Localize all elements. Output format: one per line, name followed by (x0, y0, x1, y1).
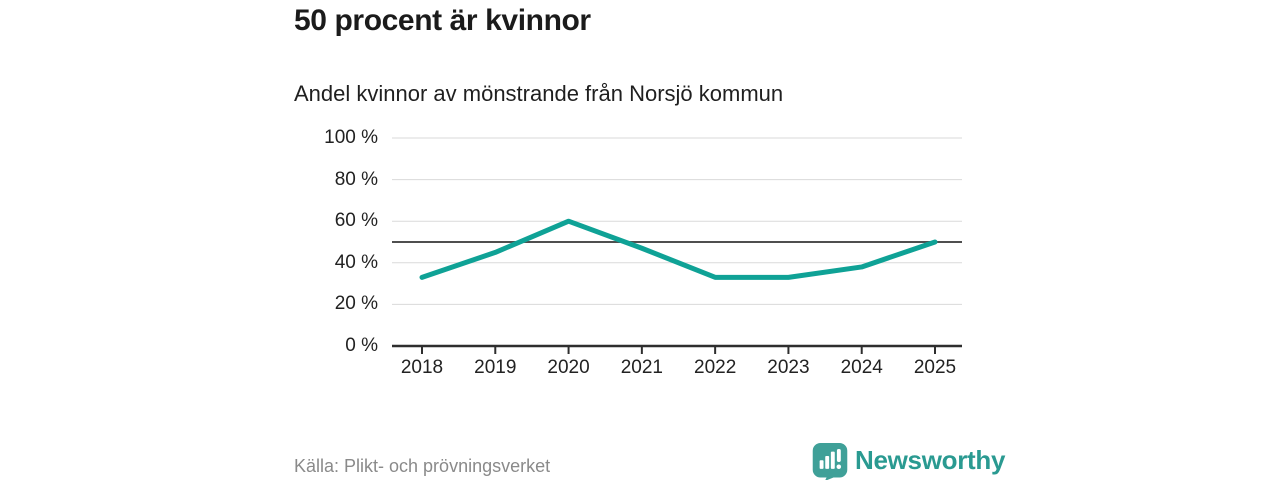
y-tick-label: 80 % (334, 168, 378, 190)
x-tick-label: 2020 (547, 357, 590, 378)
plot-area: 2018 2019 2020 2021 2022 2023 2024 2025 (392, 137, 962, 388)
brand-name: Newsworthy (855, 445, 1006, 475)
chart-title: 50 procent är kvinnor (294, 4, 591, 37)
x-tick-label: 2022 (694, 357, 737, 378)
newsworthy-logo-icon (812, 443, 848, 480)
x-tick-label: 2024 (840, 357, 883, 378)
logo-bubble (812, 443, 848, 480)
x-tick-label: 2019 (474, 357, 517, 378)
series-line (419, 218, 938, 280)
x-tick-label: 2025 (913, 357, 957, 378)
logo-bar-2 (825, 455, 830, 469)
y-tick-label: 20 % (334, 293, 378, 315)
y-tick-label: 40 % (334, 251, 378, 273)
source-caption: Källa: Plikt- och prövningsverket (294, 456, 551, 476)
y-tick-label: 60 % (334, 210, 378, 232)
y-axis-labels: 100 % 80 % 60 % 40 % 20 % 0 % (280, 127, 378, 356)
chart-subtitle: Andel kvinnor av mönstrande från Norsjö … (294, 81, 784, 106)
y-tick-label: 100 % (324, 127, 378, 148)
chart-canvas (392, 137, 962, 354)
brand-logo: Newsworthy (812, 443, 1005, 480)
logo-exclamation-bar (836, 449, 841, 462)
x-tick-label: 2023 (767, 357, 810, 378)
x-tick-label: 2021 (620, 357, 663, 378)
logo-bar-1 (819, 460, 824, 469)
logo-exclamation-dot (836, 464, 842, 469)
y-tick-label: 0 % (345, 335, 378, 356)
x-tick-label: 2018 (400, 357, 444, 378)
logo-bar-3 (830, 451, 835, 469)
